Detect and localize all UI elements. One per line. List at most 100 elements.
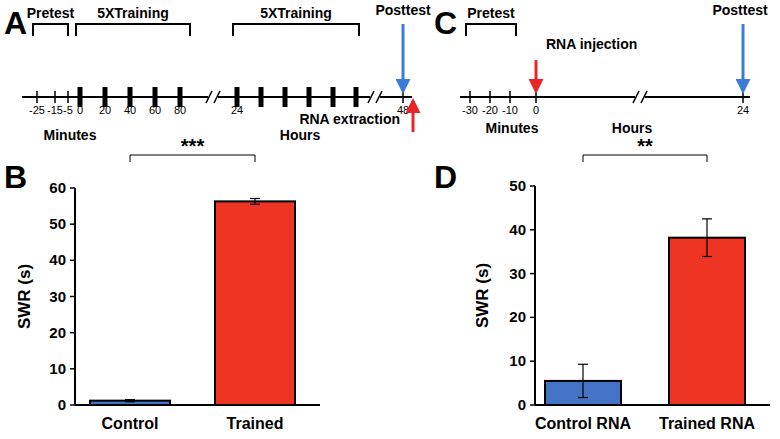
timeline-tick-label: -30 (462, 104, 478, 116)
error-cap (702, 218, 712, 219)
tick-label: 10 (509, 352, 526, 369)
tick-label: 0 (58, 396, 66, 413)
timeline-tick-label: 60 (149, 104, 161, 116)
bracket-label: Pretest (467, 5, 515, 21)
error-cap (250, 204, 260, 205)
category-label: Control RNA (535, 415, 631, 432)
arrow-label: Posttest (712, 2, 768, 18)
timeline-tick-label: 40 (124, 104, 136, 116)
error-stem (582, 364, 583, 397)
arrow (535, 60, 538, 91)
bracket-label: 5XTraining (260, 5, 332, 21)
timeline-unit: Hours (612, 120, 653, 136)
timeline-tick-label: -5 (63, 104, 73, 116)
tick-label: 60 (49, 179, 66, 196)
arrow-label: RNA extraction (299, 111, 400, 127)
category-label: Control (102, 415, 159, 432)
timeline-tick (469, 91, 471, 103)
timeline-tick-label: 0 (533, 104, 539, 116)
error-bar (250, 198, 260, 204)
timeline-tick-label: -10 (502, 104, 518, 116)
arrow-label: Posttest (375, 2, 431, 18)
error-bar (702, 219, 712, 257)
timeline: C -30 -20 -10 0 24 Minutes Hours Pretest RNA inje… (434, 2, 768, 136)
panel-label: B (4, 159, 27, 195)
bar (669, 238, 745, 405)
error-cap (578, 364, 588, 365)
timeline-tick-label: 0 (77, 104, 83, 116)
x-axis (535, 404, 770, 406)
timeline: A-25-15-50204060802448MinutesHoursPretes… (4, 2, 431, 143)
plot-area (90, 198, 295, 405)
timeline-axis (460, 96, 750, 98)
error-bar (578, 364, 588, 397)
error-bar (125, 400, 135, 402)
error-stem (254, 198, 255, 204)
timeline-tick-label: -20 (482, 104, 498, 116)
tick-label: 50 (49, 215, 66, 232)
axis-break (633, 91, 639, 103)
panel-label: C (434, 5, 457, 41)
axis-break (214, 91, 220, 103)
bracket (233, 24, 359, 36)
training-session (331, 87, 336, 107)
timeline-tick (54, 91, 56, 103)
tick-label: 50 (509, 177, 526, 194)
tick-label: 20 (49, 324, 66, 341)
axis-break (376, 91, 382, 103)
bracket (76, 24, 190, 36)
tick-label: 30 (49, 288, 66, 305)
timeline-tick (36, 91, 38, 103)
arrow (412, 101, 415, 132)
bracket (33, 24, 68, 36)
training-session (307, 87, 312, 107)
timeline-tick (742, 91, 744, 103)
timeline-tick (402, 91, 404, 103)
timeline-unit: Minutes (486, 120, 539, 136)
training-session (283, 87, 288, 107)
x-axis (75, 404, 320, 406)
error-cap (578, 397, 588, 398)
training-session (354, 87, 359, 107)
bar (215, 201, 295, 405)
significance: ** (637, 135, 653, 157)
bracket-label: Pretest (27, 5, 75, 21)
tick-label: 30 (509, 265, 526, 282)
timeline-tick (489, 91, 491, 103)
tick-label: 40 (509, 221, 526, 238)
timeline-tick-label: 24 (737, 104, 749, 116)
training-session (259, 87, 264, 107)
tick-label: 0 (518, 396, 526, 413)
error-cap (702, 256, 712, 257)
arrow (742, 24, 745, 91)
significance: *** (181, 135, 205, 157)
panel-label: D (434, 159, 457, 195)
error-cap (125, 401, 135, 402)
timeline-tick (67, 91, 69, 103)
timeline-tick (535, 91, 537, 103)
arrow (402, 24, 405, 91)
timeline-unit: Hours (280, 127, 321, 143)
plot-area (545, 219, 745, 405)
timeline-tick-label: 24 (231, 104, 243, 116)
category-label: Trained RNA (659, 415, 755, 432)
axis-break (206, 91, 212, 103)
tick-label: 40 (49, 251, 66, 268)
arrow-label: RNA injection (546, 36, 637, 52)
tick-label: 20 (509, 308, 526, 325)
error-cap (125, 399, 135, 400)
axis-break (641, 91, 647, 103)
figure: A-25-15-50204060802448MinutesHoursPretes… (0, 0, 780, 439)
error-stem (706, 219, 707, 257)
timeline-tick-label: 80 (174, 104, 186, 116)
axis-break (368, 91, 374, 103)
axis-title: SWR (s) (473, 263, 492, 328)
bar-chart: BSWR (s)0102030405060ControlTrained*** (4, 135, 320, 432)
timeline-tick (509, 91, 511, 103)
bracket-label: 5XTraining (97, 5, 169, 21)
category-label: Trained (227, 415, 284, 432)
bar-chart: D SWR (s) 0 10 20 30 40 50 Control RNA Trained RN… (434, 135, 770, 432)
y-axis (534, 186, 536, 405)
panel-label: A (4, 5, 27, 41)
error-cap (250, 198, 260, 199)
